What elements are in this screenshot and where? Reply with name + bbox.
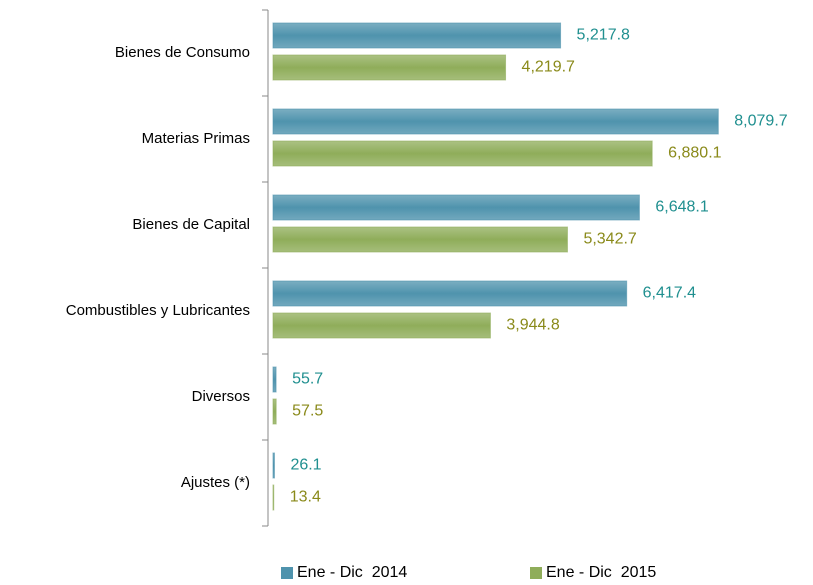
value-label: 13.4 <box>290 489 321 506</box>
legend-swatch <box>281 567 293 579</box>
value-label: 6,417.4 <box>643 285 696 302</box>
legend-swatch <box>530 567 542 579</box>
bar <box>272 54 507 81</box>
bar <box>272 452 275 479</box>
category-label: Combustibles y Lubricantes <box>66 302 250 319</box>
bar <box>272 140 653 167</box>
category-label: Bienes de Consumo <box>115 44 250 61</box>
bar <box>272 280 628 307</box>
legend-label: Ene - Dic 2015 <box>546 564 656 581</box>
legend-label: Ene - Dic 2014 <box>297 564 407 581</box>
bar <box>272 108 719 135</box>
bar <box>272 484 275 511</box>
value-label: 8,079.7 <box>734 113 787 130</box>
category-label: Bienes de Capital <box>132 216 250 233</box>
category-label: Diversos <box>192 388 250 405</box>
bar <box>272 398 277 425</box>
value-label: 5,217.8 <box>577 27 630 44</box>
value-label: 6,648.1 <box>655 199 708 216</box>
value-label: 4,219.7 <box>522 59 575 76</box>
value-label: 57.5 <box>292 403 323 420</box>
bar <box>272 226 568 253</box>
bar <box>272 22 562 49</box>
bar <box>272 194 640 221</box>
value-label: 55.7 <box>292 371 323 388</box>
bar <box>272 366 277 393</box>
category-label: Ajustes (*) <box>181 474 250 491</box>
value-label: 6,880.1 <box>668 145 721 162</box>
value-label: 5,342.7 <box>583 231 636 248</box>
bar <box>272 312 491 339</box>
value-label: 26.1 <box>290 457 321 474</box>
value-label: 3,944.8 <box>506 317 559 334</box>
category-label: Materias Primas <box>142 130 250 147</box>
